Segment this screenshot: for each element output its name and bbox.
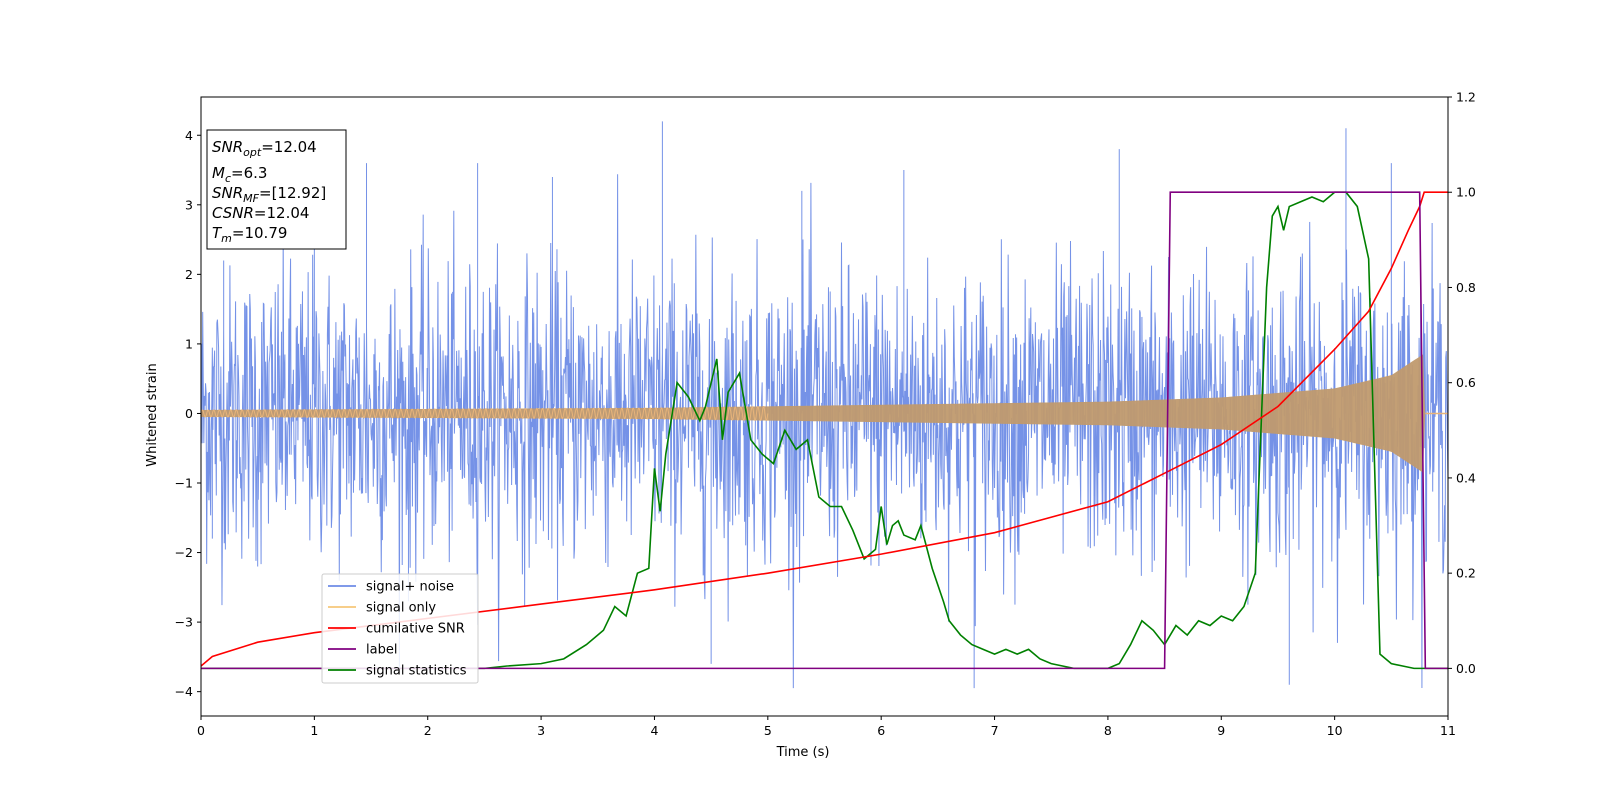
signal-plus-noise-series <box>201 121 1448 689</box>
info-box-frame <box>206 129 347 250</box>
y-right-tick-label: 0.6 <box>1456 375 1476 390</box>
signal-statistics-line <box>201 191 1448 670</box>
info-row: SNRopt=12.04 <box>212 138 317 159</box>
axes: 0 1 2 3 4 5 6 7 8 9 10 11 −4 −3 −2 −1 0 1 2 3 4 0.0 0.2 0.4 0.6 0… <box>175 90 1476 739</box>
y-right-tick-label: 1.0 <box>1456 185 1476 200</box>
x-tick-label: 8 <box>1104 723 1112 738</box>
y-axis-label: Whitened strain <box>145 363 160 466</box>
legend-label: signal statistics <box>366 664 467 679</box>
legend-label: signal+ noise <box>366 580 454 595</box>
y-left-tick-label: 2 <box>185 267 193 282</box>
y-left-tick-label: 4 <box>185 128 193 143</box>
y-left-tick-label: −2 <box>175 545 193 560</box>
x-tick-label: 6 <box>877 723 885 738</box>
legend: signal+ noise signal only cumilative SNR la… <box>321 573 479 684</box>
y-left-tick-label: −3 <box>175 615 193 630</box>
x-tick-label: 7 <box>991 723 999 738</box>
signal-only-envelope <box>201 354 1448 473</box>
x-tick-label: 10 <box>1327 723 1343 738</box>
legend-label: label <box>366 643 397 658</box>
x-tick-label: 5 <box>764 723 772 738</box>
legend-label: signal only <box>366 601 436 616</box>
info-row: SNRMF=[12.92] <box>212 184 326 205</box>
legend-frame <box>321 573 479 684</box>
x-tick-label: 1 <box>310 723 318 738</box>
y-right-tick-label: 0.0 <box>1456 661 1476 676</box>
x-tick-label: 2 <box>424 723 432 738</box>
info-row: Mc=6.3 <box>212 164 267 185</box>
info-box: SNRopt=12.04 Mc=6.3SNRMF=[12.92]CSNR=12.0… <box>206 129 347 250</box>
plot-frame <box>200 96 1449 717</box>
x-tick-label: 11 <box>1440 723 1456 738</box>
x-tick-label: 0 <box>197 723 205 738</box>
y-right-tick-label: 0.2 <box>1456 566 1476 581</box>
info-row: Tm=10.79 <box>212 224 287 245</box>
y-left-tick-label: −4 <box>175 684 193 699</box>
y-left-tick-label: 1 <box>185 336 193 351</box>
x-tick-label: 4 <box>650 723 658 738</box>
y-left-tick-label: −1 <box>175 476 193 491</box>
y-left-tick-label: 0 <box>185 406 193 421</box>
label-line <box>201 191 1448 670</box>
x-tick-label: 3 <box>537 723 545 738</box>
legend-label: cumilative SNR <box>366 622 465 637</box>
y-right-tick-label: 0.8 <box>1456 280 1476 295</box>
info-row: CSNR=12.04 <box>212 204 309 222</box>
y-left-tick-label: 3 <box>185 197 193 212</box>
x-axis-label: Time (s) <box>776 745 830 760</box>
y-right-tick-label: 0.4 <box>1456 470 1476 485</box>
signal-plus-noise-line <box>201 121 1448 689</box>
x-tick-label: 9 <box>1217 723 1225 738</box>
y-right-tick-label: 1.2 <box>1456 90 1476 105</box>
